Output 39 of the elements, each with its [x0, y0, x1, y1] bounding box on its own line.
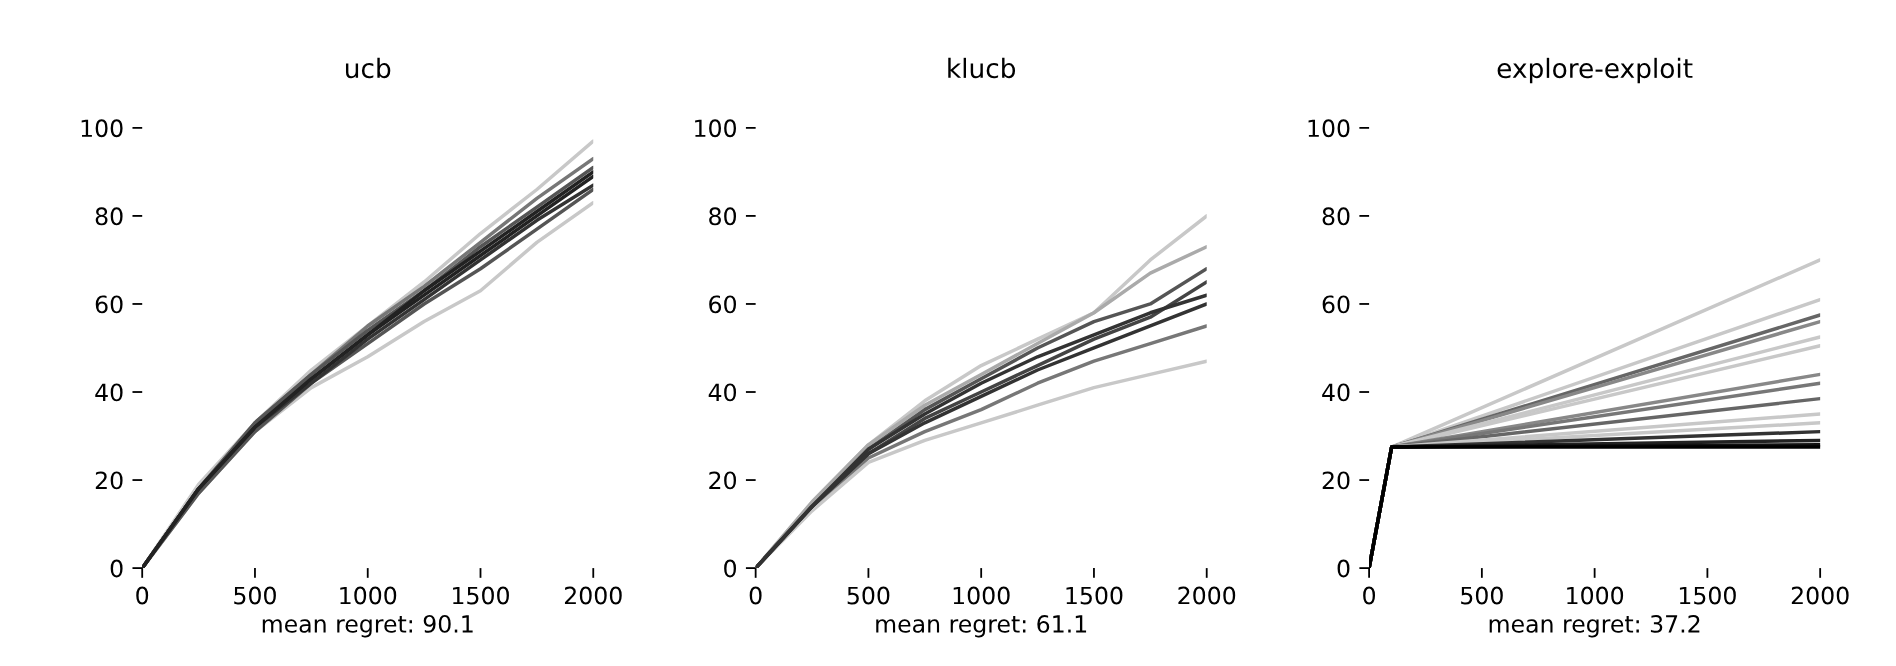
y-tick-label: 20	[95, 471, 123, 490]
x-axis-title: mean regret: 90.1	[262, 614, 473, 638]
y-tick-label: 100	[695, 119, 737, 138]
x-tick-label: 500	[234, 586, 276, 605]
x-tick-label: 2000	[1791, 586, 1849, 605]
x-tick-label: 0	[136, 586, 149, 605]
x-tick-label: 2000	[564, 586, 622, 605]
y-tick-label: 40	[708, 383, 737, 402]
chart-title: klucb	[948, 57, 1016, 79]
y-tick-label: 60	[95, 295, 123, 314]
y-tick-label: 0	[1337, 559, 1350, 578]
y-tick-label: 40	[1322, 383, 1350, 402]
y-tick-label: 100	[81, 119, 123, 138]
y-tick-label: 100	[1308, 119, 1350, 138]
y-tick-label: 20	[1322, 471, 1350, 490]
x-tick-label: 2000	[1178, 586, 1236, 605]
y-tick-label: 80	[709, 207, 737, 226]
y-tick-label: 0	[110, 559, 123, 578]
y-tick-label: 80	[95, 207, 123, 226]
y-tick-label: 60	[709, 295, 737, 314]
y-tick-label: 20	[709, 471, 737, 490]
x-tick-label: 1000	[953, 586, 1010, 605]
chart-title: ucb	[345, 57, 391, 79]
y-tick-label: 80	[1322, 207, 1350, 226]
y-tick-label: 40	[95, 383, 123, 402]
x-axis-title: mean regret: 61.1	[876, 614, 1087, 638]
x-tick-label: 1500	[1679, 586, 1736, 605]
x-tick-label: 1000	[340, 586, 397, 605]
x-axis-title: mean regret: 37.2	[1489, 614, 1700, 638]
x-tick-label: 1500	[1066, 586, 1123, 605]
x-tick-label: 500	[847, 586, 890, 605]
y-tick-label: 60	[1322, 295, 1350, 314]
x-tick-label: 1000	[1567, 586, 1624, 605]
x-tick-label: 500	[1461, 586, 1503, 605]
x-tick-label: 0	[749, 586, 762, 605]
y-tick-label: 0	[724, 559, 737, 578]
x-tick-label: 1500	[453, 586, 509, 605]
chart-title: explore-exploit	[1497, 57, 1693, 84]
x-tick-label: 0	[1363, 586, 1376, 605]
